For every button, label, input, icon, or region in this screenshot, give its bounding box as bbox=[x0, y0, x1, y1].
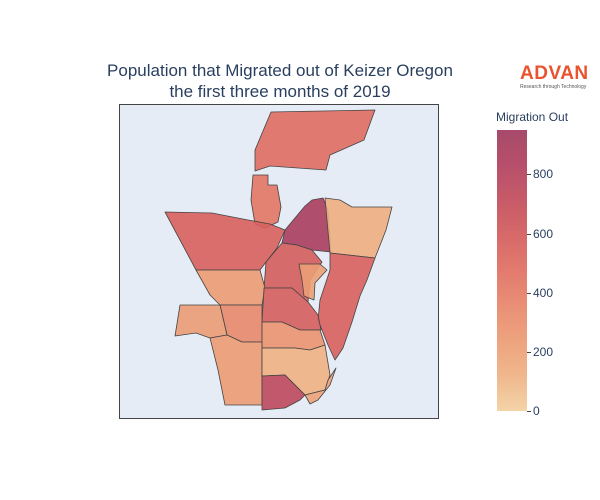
logo-tagline: Research through Technology bbox=[520, 84, 587, 90]
colorbar-tick-label: 400 bbox=[533, 286, 554, 300]
colorbar-tick-mark bbox=[527, 234, 531, 235]
map-title: Population that Migrated out of Keizer O… bbox=[40, 60, 520, 102]
map-title-line-2: the first three months of 2019 bbox=[169, 82, 391, 101]
colorbar-tick-label: 600 bbox=[533, 227, 554, 241]
map-region-small-tan[interactable] bbox=[298, 263, 328, 301]
map-region-north-strip[interactable] bbox=[254, 109, 376, 172]
map-region-north-mid[interactable] bbox=[250, 174, 282, 229]
colorbar-tick-mark bbox=[527, 293, 531, 294]
colorbar-tick-label: 800 bbox=[533, 167, 554, 181]
colorbar-tick-mark bbox=[527, 174, 531, 175]
map-region-left-mid[interactable] bbox=[195, 269, 266, 306]
map-region-far-left[interactable] bbox=[174, 304, 228, 339]
colorbar-title: Migration Out bbox=[496, 110, 569, 124]
logo-wordmark: ADVAN bbox=[520, 63, 589, 84]
colorbar-tick-label: 0 bbox=[533, 404, 540, 418]
map-region-bottom-red[interactable] bbox=[261, 374, 306, 411]
map-region-east-strip[interactable] bbox=[317, 252, 376, 361]
advan-logo: ADVAN Research through Technology bbox=[520, 63, 600, 91]
colorbar-tick-label: 200 bbox=[533, 345, 554, 359]
colorbar-tick-mark bbox=[527, 411, 531, 412]
map-title-line-1: Population that Migrated out of Keizer O… bbox=[107, 61, 453, 80]
map-region-bottom-tail[interactable] bbox=[304, 367, 337, 405]
map-region-left-bottom[interactable] bbox=[209, 334, 263, 406]
colorbar-tick-mark bbox=[527, 352, 531, 353]
colorbar bbox=[497, 130, 527, 411]
map-region-northeast[interactable] bbox=[324, 197, 393, 259]
